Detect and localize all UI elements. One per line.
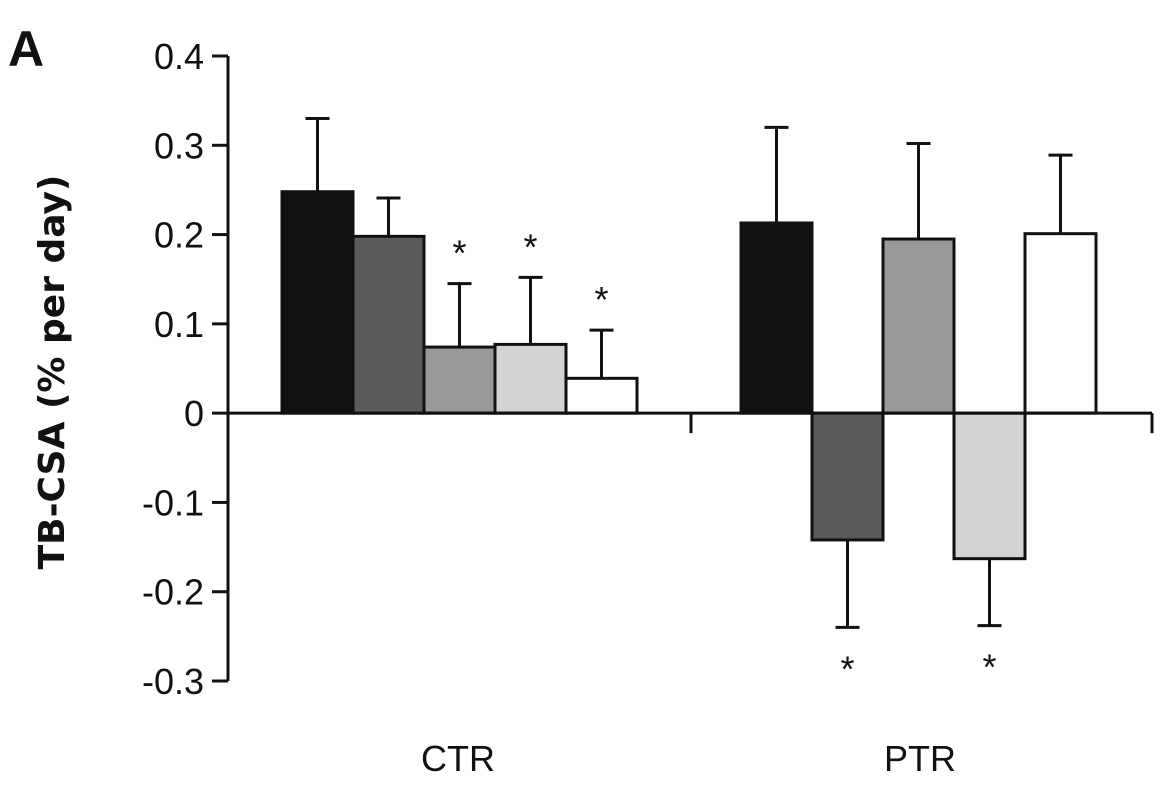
bars	[280, 190, 1098, 561]
panel-label: A	[8, 21, 44, 77]
y-tick-label: 0.1	[154, 304, 204, 345]
bar	[739, 221, 814, 415]
y-tick-label: 0	[184, 393, 204, 434]
bar	[493, 342, 568, 415]
y-tick-label: 0.4	[154, 36, 204, 77]
error-bars	[305, 117, 1073, 629]
y-tick-label: -0.3	[142, 661, 204, 702]
significance-markers: * * * * *	[452, 226, 996, 689]
significance-marker: *	[523, 226, 537, 267]
y-tick-label: 0.2	[154, 215, 204, 256]
x-axis-categories: CTR PTR	[421, 738, 956, 779]
category-label: PTR	[884, 738, 956, 779]
bar	[564, 376, 639, 415]
bar	[810, 411, 885, 542]
y-axis-label: TB-CSA (% per day)	[32, 175, 73, 570]
bar	[881, 237, 956, 415]
bar	[351, 234, 426, 415]
bar	[1023, 232, 1098, 415]
y-tick-label: -0.1	[142, 482, 204, 523]
y-axis-ticks: 0.4 0.3 0.2 0.1 0 -0.1 -0.2 -0.3	[142, 36, 228, 702]
bar	[422, 345, 497, 415]
category-label: CTR	[421, 738, 495, 779]
significance-marker: *	[982, 647, 996, 688]
significance-marker: *	[594, 279, 608, 320]
bar	[280, 190, 355, 415]
y-tick-label: -0.2	[142, 572, 204, 613]
axes	[226, 56, 1154, 681]
y-tick-label: 0.3	[154, 125, 204, 166]
significance-marker: *	[840, 648, 854, 689]
bar	[952, 411, 1027, 561]
significance-marker: *	[452, 233, 466, 274]
